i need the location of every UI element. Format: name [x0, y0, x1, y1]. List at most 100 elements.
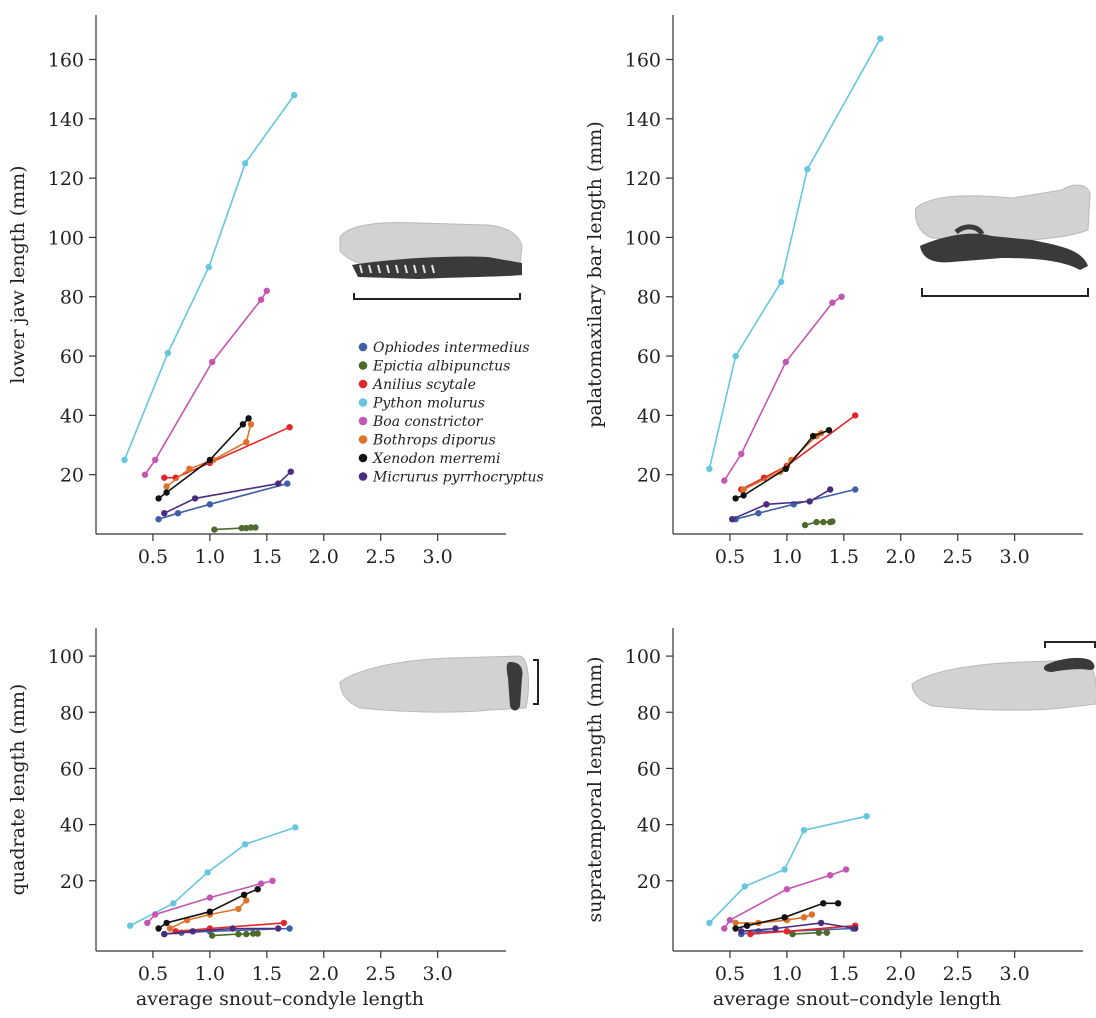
data-point — [747, 930, 754, 938]
series-epictia-albipunctus — [209, 930, 261, 939]
series-line — [731, 488, 831, 520]
skull-icon — [915, 184, 1091, 297]
series-boa-constrictor — [144, 877, 276, 927]
series-micrurus-pyrrhocryptus — [729, 486, 834, 523]
skull-tooth — [395, 264, 399, 274]
y-tick-label: 100 — [625, 646, 661, 668]
data-point — [813, 518, 820, 526]
data-point — [275, 925, 282, 932]
data-point — [243, 438, 250, 446]
data-point — [254, 930, 261, 937]
data-point — [804, 166, 811, 173]
data-point — [155, 495, 162, 502]
chart-panel-2: 0.5 1.0 1.5 2.0 2.5 3.0 20 40 60 80 100 120 140 160 pa… — [584, 15, 1091, 568]
data-point — [163, 919, 170, 927]
series-xenodon-merremi — [155, 886, 261, 932]
series-boa-constrictor — [721, 866, 850, 932]
legend-marker — [358, 472, 368, 481]
y-tick-label: 40 — [60, 405, 84, 427]
data-point — [732, 495, 739, 502]
x-tick-label: 2.5 — [366, 963, 396, 985]
data-point — [287, 468, 294, 475]
data-point — [280, 919, 288, 927]
data-point — [238, 524, 245, 532]
data-point — [275, 480, 282, 487]
y-tick-label: 60 — [60, 346, 84, 368]
data-point — [206, 894, 214, 901]
data-point — [152, 911, 159, 918]
data-point — [743, 922, 751, 929]
data-point — [755, 510, 762, 517]
skull-cranium — [339, 655, 529, 713]
data-point — [127, 922, 134, 929]
skull-quadrate-highlight — [506, 662, 523, 711]
y-tick-label: 20 — [60, 871, 84, 893]
data-point — [740, 492, 747, 499]
data-point — [269, 877, 276, 884]
series-xenodon-merremi — [732, 900, 842, 932]
data-point — [186, 465, 193, 472]
skull-cranium — [915, 184, 1091, 242]
series-epictia-albipunctus — [789, 929, 830, 938]
legend-marker — [358, 398, 368, 407]
skull-tooth — [404, 264, 408, 274]
legend-marker — [358, 342, 368, 352]
skull-tooth — [386, 264, 390, 274]
x-tick-label: 1.5 — [829, 963, 859, 985]
data-point — [783, 886, 791, 893]
data-point — [205, 263, 212, 271]
data-point — [239, 421, 247, 428]
data-point — [243, 930, 250, 938]
x-tick-label: 2.0 — [309, 546, 339, 568]
x-tick-label: 2.5 — [366, 546, 396, 568]
series-line — [166, 424, 252, 488]
data-point — [740, 486, 747, 493]
data-point — [229, 925, 236, 932]
y-tick-label: 140 — [48, 109, 84, 131]
x-tick-label: 1.0 — [195, 963, 225, 985]
data-point — [834, 900, 842, 907]
series-line — [164, 426, 290, 479]
data-point — [211, 526, 218, 533]
series-line — [741, 922, 856, 933]
series-line — [708, 38, 881, 469]
data-point — [155, 925, 162, 932]
series-xenodon-merremi — [732, 427, 833, 502]
data-point — [242, 841, 249, 848]
data-point — [240, 891, 248, 898]
y-tick-label: 80 — [637, 702, 661, 724]
data-point — [827, 872, 834, 879]
series-line — [740, 414, 856, 491]
data-point — [170, 900, 177, 907]
x-tick-label: 1.5 — [252, 546, 282, 568]
data-point — [161, 474, 168, 481]
series-micrurus-pyrrhocryptus — [161, 925, 282, 938]
series-xenodon-merremi — [155, 415, 252, 502]
data-point — [152, 456, 159, 464]
x-tick-label: 2.0 — [886, 546, 916, 568]
scale-bar — [533, 659, 539, 705]
series-epictia-albipunctus — [801, 518, 836, 529]
y-axis-label: palatomaxilary bar length (mm) — [584, 121, 606, 427]
data-point — [206, 501, 214, 508]
data-point — [823, 929, 830, 936]
x-tick-label: 3.0 — [1000, 546, 1030, 568]
x-tick-label: 0.5 — [138, 963, 168, 985]
data-point — [206, 908, 214, 915]
data-point — [163, 483, 170, 490]
x-tick-label: 1.5 — [252, 963, 282, 985]
data-point — [783, 928, 791, 935]
y-tick-label: 160 — [48, 49, 84, 71]
skull-tooth — [431, 264, 435, 274]
data-point — [172, 474, 179, 481]
data-point — [863, 813, 870, 820]
skull-icon — [911, 641, 1096, 711]
data-point — [245, 415, 252, 422]
x-tick-label: 3.0 — [1000, 963, 1030, 985]
y-tick-label: 60 — [637, 758, 661, 780]
data-point — [781, 914, 788, 921]
series-line — [158, 482, 288, 520]
x-tick-label: 0.5 — [715, 546, 745, 568]
data-point — [263, 287, 270, 294]
